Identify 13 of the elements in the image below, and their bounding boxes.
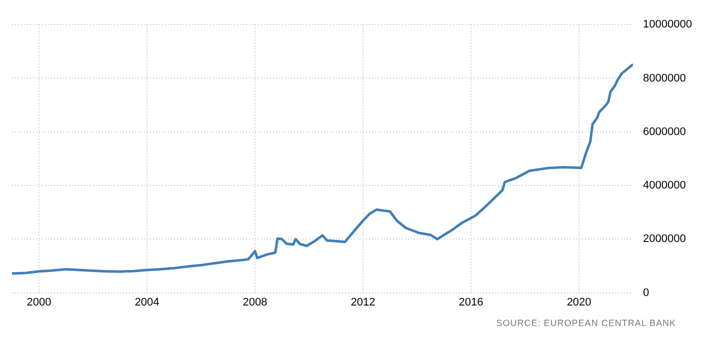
source-note: SOURCE: EUROPEAN CENTRAL BANK (495, 318, 677, 328)
y-tick-label: 4000000 (643, 180, 686, 192)
y-tick-label: 2000000 (643, 233, 686, 246)
x-tick-label: 2012 (350, 296, 376, 308)
x-tick-label: 2016 (458, 296, 484, 308)
x-tick-label: 2008 (242, 296, 268, 308)
y-tick-label: 6000000 (643, 126, 686, 138)
x-tick-label: 2004 (134, 296, 160, 308)
y-tick-label: 10000000 (643, 18, 692, 31)
x-tick-label: 2020 (566, 296, 592, 308)
y-tick-label: 0 (643, 286, 650, 299)
y-tick-label: 8000000 (643, 72, 686, 84)
x-tick-label: 2000 (26, 296, 52, 308)
